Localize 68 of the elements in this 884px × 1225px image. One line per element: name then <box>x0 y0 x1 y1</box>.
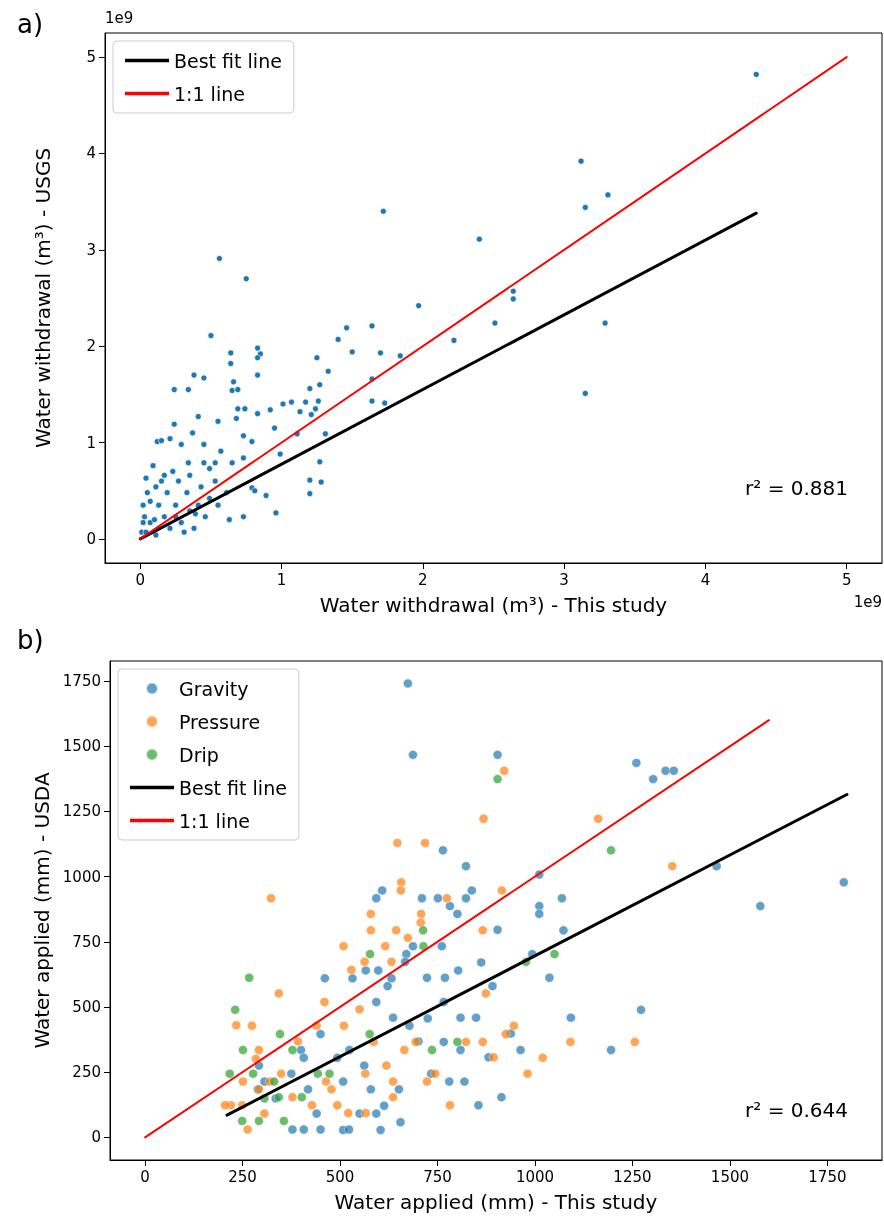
point <box>364 1029 375 1039</box>
point <box>248 1068 258 1079</box>
y-tick-label: 0 <box>91 1128 101 1147</box>
point <box>269 1076 279 1087</box>
point <box>427 1045 437 1055</box>
point <box>365 949 375 959</box>
x-tick-label: 1250 <box>613 1167 652 1186</box>
y-tick-label: 1750 <box>62 672 101 691</box>
legend-label: Drip <box>179 743 219 766</box>
y-axis-title: Water applied (mm) - USDA <box>29 772 54 1049</box>
legend-label: 1:1 line <box>179 809 250 832</box>
legend-label: 1:1 line <box>174 82 245 105</box>
chart-title: a) <box>17 9 44 39</box>
y-tick-label: 500 <box>72 997 101 1016</box>
x-axis-title: Water withdrawal (m³) - This study <box>319 593 668 617</box>
y-tick-label: 250 <box>72 1063 101 1082</box>
point <box>313 1068 323 1079</box>
legend-label: Best fit line <box>179 776 287 799</box>
x-tick-label: 5 <box>841 570 852 589</box>
point <box>279 1116 289 1126</box>
y-tick-label: 750 <box>72 932 101 951</box>
y-axis-title: Water withdrawal (m³) - USGS <box>31 147 55 449</box>
point <box>297 1092 307 1102</box>
x-tick-label: 1500 <box>710 1167 750 1186</box>
x-tick-label: 0 <box>135 570 146 589</box>
y-tick-label: 1250 <box>62 802 101 821</box>
annotation: r² = 0.644 <box>745 1098 848 1122</box>
x-tick-label: 2 <box>418 570 428 589</box>
x-tick-label: 250 <box>228 1167 257 1186</box>
point <box>324 1068 335 1079</box>
x-tick-label: 750 <box>423 1167 452 1186</box>
text: 1e9 <box>105 8 134 27</box>
y-tick-label: 3 <box>86 240 96 259</box>
x-tick-label: 1 <box>276 570 287 589</box>
y-tick-label: 1 <box>86 433 96 452</box>
legend-label: Gravity <box>179 677 249 700</box>
x-tick-label: 500 <box>325 1167 355 1186</box>
y-tick-label: 1500 <box>62 737 101 756</box>
point <box>230 1005 240 1015</box>
point <box>287 1045 298 1055</box>
y-tick-label: 2 <box>86 337 96 356</box>
point <box>275 1029 285 1039</box>
point <box>452 1037 463 1047</box>
point <box>254 1116 264 1126</box>
legend-label: Pressure <box>179 710 261 733</box>
point <box>238 1045 248 1055</box>
point <box>274 1092 284 1102</box>
x-tick-label: 1000 <box>515 1167 555 1186</box>
x-tick-label: 0 <box>140 1167 150 1186</box>
point <box>418 925 428 936</box>
chart-title: b) <box>17 625 44 655</box>
point <box>492 774 503 784</box>
annotation: r² = 0.881 <box>745 476 848 500</box>
x-axis-title: Water applied (mm) - This study <box>334 1190 658 1214</box>
point <box>606 845 616 856</box>
point <box>549 949 560 959</box>
y-tick-label: 4 <box>86 144 96 163</box>
point <box>237 1116 247 1126</box>
x-tick-label: 1750 <box>808 1167 847 1186</box>
point <box>224 1068 235 1079</box>
y-tick-label: 0 <box>86 529 96 548</box>
y-tick-label: 1000 <box>62 867 101 886</box>
text: 1e9 <box>853 592 883 611</box>
x-tick-label: 3 <box>559 570 569 589</box>
legend-label: Best fit line <box>174 49 282 72</box>
y-tick-label: 5 <box>86 48 96 67</box>
x-tick-label: 4 <box>700 570 711 589</box>
point <box>244 972 254 983</box>
